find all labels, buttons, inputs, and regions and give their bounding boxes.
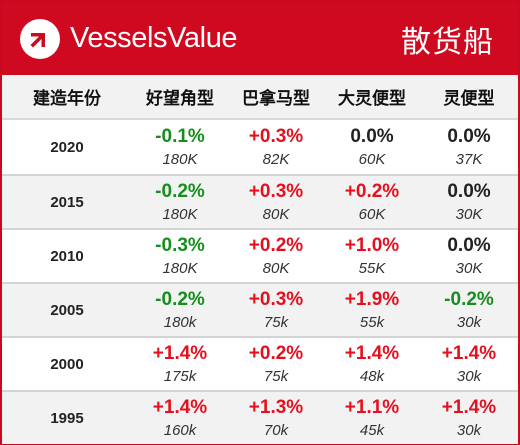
percent-change: +1.1%	[344, 397, 400, 418]
vessel-value: 55K	[358, 260, 386, 277]
vessel-value: 37K	[455, 151, 483, 168]
supramax-cell: 0.0% 60K	[324, 120, 420, 174]
header-bar: VesselsValue 散货船	[2, 2, 518, 75]
percent-change: -0.2%	[155, 289, 205, 310]
supramax-cell: +1.0% 55K	[324, 230, 420, 282]
build-year-cell: 1995	[50, 409, 84, 427]
percent-change: +1.4%	[441, 397, 497, 418]
capesize-cell: -0.1% 180K	[132, 120, 228, 174]
build-year-cell: 2010	[50, 247, 84, 265]
brand-name: VesselsValue	[70, 22, 238, 54]
capesize-cell: -0.3% 180K	[132, 230, 228, 282]
column-header-capesize: 好望角型	[146, 89, 214, 109]
vessel-value: 70k	[263, 422, 289, 439]
handysize-cell: +1.4% 30k	[420, 338, 518, 390]
vessel-value: 180K	[162, 206, 198, 223]
percent-change: +1.9%	[344, 289, 400, 310]
percent-change: +0.3%	[248, 181, 304, 202]
vessel-value: 30K	[455, 260, 483, 277]
panamax-cell: +0.3% 75k	[228, 284, 324, 336]
percent-change: 0.0%	[350, 126, 394, 147]
percent-change: +0.2%	[248, 235, 304, 256]
vessel-value: 175k	[163, 368, 197, 385]
panamax-cell: +0.3% 80K	[228, 176, 324, 228]
vesselsvalue-logo-icon	[20, 18, 60, 59]
vessel-value: 80K	[262, 206, 290, 223]
percent-change: -0.3%	[155, 235, 205, 256]
percent-change: -0.2%	[444, 289, 494, 310]
vessel-value: 30k	[456, 368, 482, 385]
panamax-cell: +0.2% 75k	[228, 338, 324, 390]
vessel-value: 30k	[456, 314, 482, 331]
vessel-value: 60K	[358, 206, 386, 223]
panamax-cell: +0.3% 82K	[228, 120, 324, 174]
handysize-cell: 0.0% 30K	[420, 230, 518, 282]
handysize-cell: +1.4% 30k	[420, 392, 518, 444]
vessel-value: 180K	[162, 260, 198, 277]
page-title: 散货船	[401, 24, 494, 60]
percent-change: +1.4%	[344, 343, 400, 364]
table-row: 2010 -0.3% 180K +0.2% 80K +1.0% 55K 0.0% 30K	[2, 228, 518, 282]
vessel-value: 82K	[262, 151, 290, 168]
column-header-build-year: 建造年份	[33, 89, 101, 109]
vessel-value: 180K	[162, 151, 198, 168]
table-row: 2020 -0.1% 180K +0.3% 82K 0.0% 60K 0.0% 37K	[2, 120, 518, 174]
table-row: 2015 -0.2% 180K +0.3% 80K +0.2% 60K 0.0% 30K	[2, 174, 518, 228]
vessel-value: 48k	[359, 368, 385, 385]
vessel-value: 80K	[262, 260, 290, 277]
percent-change: +0.2%	[344, 181, 400, 202]
supramax-cell: +1.4% 48k	[324, 338, 420, 390]
capesize-cell: +1.4% 160k	[132, 392, 228, 444]
percent-change: 0.0%	[447, 126, 491, 147]
column-header-supramax: 大灵便型	[338, 89, 406, 109]
column-header-panamax: 巴拿马型	[242, 89, 310, 109]
supramax-cell: +1.1% 45k	[324, 392, 420, 444]
vessel-value: 30K	[455, 206, 483, 223]
brand[interactable]: VesselsValue	[20, 18, 238, 59]
handysize-cell: -0.2% 30k	[420, 284, 518, 336]
percent-change: +0.3%	[248, 126, 304, 147]
capesize-cell: +1.4% 175k	[132, 338, 228, 390]
build-year-cell: 2000	[50, 355, 84, 373]
handysize-cell: 0.0% 30K	[420, 176, 518, 228]
supramax-cell: +0.2% 60K	[324, 176, 420, 228]
table-row: 2005 -0.2% 180k +0.3% 75k +1.9% 55k -0.2% 30k	[2, 282, 518, 336]
percent-change: -0.2%	[155, 181, 205, 202]
percent-change: +0.3%	[248, 289, 304, 310]
capesize-cell: -0.2% 180k	[132, 284, 228, 336]
percent-change: 0.0%	[447, 181, 491, 202]
table-header-row: 建造年份 好望角型 巴拿马型 大灵便型 灵便型	[2, 75, 518, 120]
panamax-cell: +1.3% 70k	[228, 392, 324, 444]
vessel-value: 75k	[263, 314, 289, 331]
percent-change: +0.2%	[248, 343, 304, 364]
capesize-cell: -0.2% 180K	[132, 176, 228, 228]
panamax-cell: +0.2% 80K	[228, 230, 324, 282]
build-year-cell: 2005	[50, 301, 84, 319]
vessel-value: 75k	[263, 368, 289, 385]
vessel-value: 180k	[163, 314, 197, 331]
build-year-cell: 2015	[50, 193, 84, 211]
vessel-value: 55k	[359, 314, 385, 331]
vessel-value: 160k	[163, 422, 197, 439]
vessel-value: 45k	[359, 422, 385, 439]
percent-change: -0.1%	[155, 126, 205, 147]
table-row: 2000 +1.4% 175k +0.2% 75k +1.4% 48k +1.4% 30k	[2, 336, 518, 390]
vessel-value: 60K	[358, 151, 386, 168]
table-body: 2020 -0.1% 180K +0.3% 82K 0.0% 60K 0.0% 37K 2015 -…	[2, 120, 518, 444]
vessel-value: 30k	[456, 422, 482, 439]
percent-change: +1.4%	[152, 397, 208, 418]
handysize-cell: 0.0% 37K	[420, 120, 518, 174]
supramax-cell: +1.9% 55k	[324, 284, 420, 336]
percent-change: +1.3%	[248, 397, 304, 418]
build-year-cell: 2020	[50, 138, 84, 156]
percent-change: 0.0%	[447, 235, 491, 256]
table-row: 1995 +1.4% 160k +1.3% 70k +1.1% 45k +1.4% 30k	[2, 390, 518, 444]
percent-change: +1.0%	[344, 235, 400, 256]
percent-change: +1.4%	[152, 343, 208, 364]
percent-change: +1.4%	[441, 343, 497, 364]
column-header-handysize: 灵便型	[443, 89, 495, 109]
